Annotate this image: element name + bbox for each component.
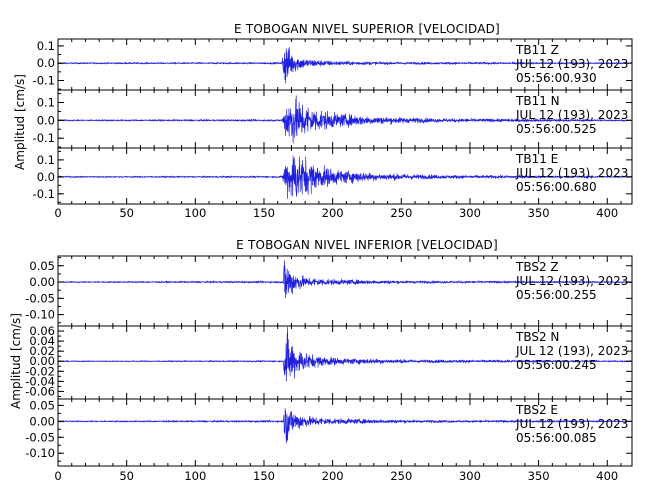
station-component: TB11 E (515, 152, 558, 166)
y-tick-label: -0.02 (25, 364, 55, 378)
y-tick-label: -0.10 (25, 446, 55, 460)
station-component: TBS2 E (515, 403, 558, 417)
y-tick-label: -0.05 (25, 430, 55, 444)
x-tick-label: 250 (390, 206, 412, 220)
y-tick-label: 0.00 (29, 354, 55, 368)
panel-tbs2-n: 0.060.040.020.00-0.02-0.04-0.06 TBS2 NJUL… (25, 324, 633, 400)
record-date: JUL 12 (193), 2023 (515, 57, 628, 71)
y-tick-label: 0.0 (37, 113, 55, 127)
y-tick-label: 0.0 (37, 170, 55, 184)
x-tick-label: 400 (596, 206, 618, 220)
record-time: 05:56:00.680 (516, 180, 597, 194)
waveform-trace (57, 155, 633, 199)
x-tick-label: 400 (596, 469, 618, 483)
record-date: JUL 12 (193), 2023 (515, 344, 628, 358)
y-tick-label: 0.1 (37, 39, 55, 53)
x-tick-label: 0 (54, 206, 61, 220)
x-tick-label: 250 (390, 469, 412, 483)
chart-1: E TOBOGAN NIVEL SUPERIOR [VELOCIDAD] Ampl… (13, 22, 633, 220)
waveform-trace (57, 260, 633, 299)
x-tick-label: 150 (253, 469, 275, 483)
station-component: TB11 N (515, 94, 560, 108)
waveform-trace (57, 95, 633, 144)
y-axis-label: Amplitud [cm/s] (9, 313, 23, 409)
y-tick-label: 0.00 (29, 414, 55, 428)
x-tick-label: 200 (322, 469, 344, 483)
y-tick-label: -0.04 (25, 374, 55, 388)
x-tick-label: 350 (528, 469, 550, 483)
y-tick-label: -0.1 (33, 131, 55, 145)
y-tick-label: -0.1 (33, 73, 55, 87)
panel-frame (57, 398, 633, 467)
x-tick-label: 300 (459, 469, 481, 483)
station-component: TBS2 Z (515, 260, 559, 274)
record-date: JUL 12 (193), 2023 (515, 108, 628, 122)
x-tick-label: 50 (119, 469, 134, 483)
y-tick-label: 0.05 (29, 398, 55, 412)
x-tick-label: 300 (459, 206, 481, 220)
y-tick-label: 0.0 (37, 56, 55, 70)
y-tick-label: -0.10 (25, 308, 55, 322)
record-time: 05:56:00.930 (516, 71, 597, 85)
waveform-trace (57, 326, 633, 382)
station-component: TB11 Z (515, 43, 559, 57)
x-tick-label: 50 (119, 206, 134, 220)
x-tick-label: 100 (184, 469, 206, 483)
x-tick-label: 200 (322, 206, 344, 220)
x-tick-label: 100 (184, 206, 206, 220)
y-tick-label: 0.04 (29, 334, 55, 348)
y-tick-label: -0.1 (33, 187, 55, 201)
record-date: JUL 12 (193), 2023 (515, 166, 628, 180)
y-tick-label: 0.1 (37, 153, 55, 167)
y-axis-label: Amplitud [cm/s] (13, 74, 27, 170)
x-tick-label: 350 (528, 206, 550, 220)
x-tick-label: 150 (253, 206, 275, 220)
y-tick-label: 0.05 (29, 259, 55, 273)
waveform-trace (57, 408, 633, 444)
station-component: TBS2 N (515, 330, 559, 344)
y-tick-label: 0.1 (37, 95, 55, 109)
chart-title: E TOBOGAN NIVEL SUPERIOR [VELOCIDAD] (234, 22, 500, 36)
record-time: 05:56:00.255 (516, 288, 597, 302)
y-tick-label: 0.00 (29, 275, 55, 289)
y-tick-label: -0.05 (25, 291, 55, 305)
chart-title: E TOBOGAN NIVEL INFERIOR [VELOCIDAD] (236, 238, 498, 252)
record-date: JUL 12 (193), 2023 (515, 417, 628, 431)
record-date: JUL 12 (193), 2023 (515, 274, 628, 288)
panel-frame (57, 147, 633, 205)
record-time: 05:56:00.085 (516, 431, 597, 445)
y-tick-label: 0.06 (29, 324, 55, 338)
y-tick-label: 0.02 (29, 344, 55, 358)
record-time: 05:56:00.245 (516, 358, 597, 372)
record-time: 05:56:00.525 (516, 122, 597, 136)
waveform-trace (57, 46, 633, 84)
chart-2: E TOBOGAN NIVEL INFERIOR [VELOCIDAD] Ampl… (9, 238, 633, 483)
x-tick-label: 0 (54, 469, 61, 483)
y-tick-label: -0.06 (25, 384, 55, 398)
